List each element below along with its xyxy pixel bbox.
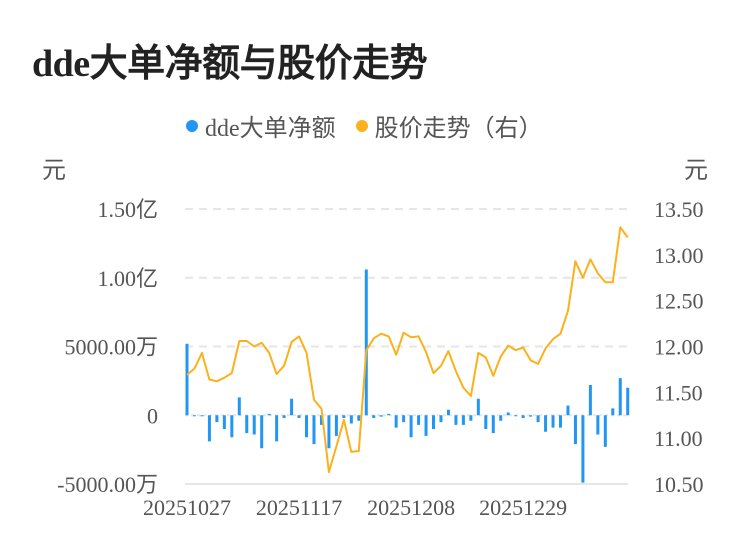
- dde-bar[interactable]: [275, 415, 279, 442]
- dde-bar[interactable]: [476, 398, 480, 416]
- dde-bar[interactable]: [521, 415, 525, 418]
- right-tick-label: 12.00: [654, 335, 704, 360]
- legend: dde大单净额 股价走势（右）: [186, 108, 563, 143]
- dde-bar[interactable]: [529, 415, 533, 417]
- right-tick-label: 13.00: [654, 243, 704, 268]
- dde-bar[interactable]: [551, 415, 555, 428]
- x-tick-label: 20251208: [367, 495, 455, 520]
- dde-bar[interactable]: [514, 415, 518, 417]
- dde-bar[interactable]: [222, 415, 226, 429]
- dde-bar[interactable]: [573, 415, 577, 445]
- x-tick-label: 20251027: [143, 495, 231, 520]
- dde-bar[interactable]: [282, 415, 286, 418]
- price-line[interactable]: [186, 226, 629, 474]
- dde-bar[interactable]: [327, 415, 331, 449]
- dde-bar[interactable]: [596, 415, 600, 435]
- dde-bar[interactable]: [312, 415, 316, 445]
- dde-bar[interactable]: [588, 385, 592, 416]
- dde-bar[interactable]: [506, 412, 510, 416]
- dde-bar[interactable]: [237, 397, 241, 416]
- dde-bar[interactable]: [626, 387, 630, 416]
- dde-bar[interactable]: [334, 415, 338, 436]
- dde-bar[interactable]: [372, 415, 376, 418]
- right-tick-label: 13.50: [654, 197, 704, 222]
- right-axis-unit: 元: [684, 158, 708, 184]
- dde-bar[interactable]: [305, 415, 309, 438]
- dde-bar[interactable]: [379, 415, 383, 417]
- dde-bar[interactable]: [544, 415, 548, 432]
- dde-bar[interactable]: [252, 415, 256, 435]
- legend-dot-icon: [186, 119, 198, 132]
- chart-title: dde大单净额与股价走势: [32, 43, 428, 85]
- dde-bar[interactable]: [611, 408, 615, 416]
- dde-bar[interactable]: [417, 415, 421, 425]
- dde-bar[interactable]: [357, 415, 361, 421]
- left-tick-label: 5000.00万: [64, 335, 158, 360]
- dde-bar[interactable]: [454, 415, 458, 425]
- dde-bar[interactable]: [290, 398, 294, 416]
- dde-bar[interactable]: [267, 413, 271, 416]
- dde-bar[interactable]: [424, 415, 428, 436]
- right-tick-label: 11.50: [654, 380, 703, 405]
- x-tick-label: 20251229: [479, 495, 567, 520]
- dde-bar[interactable]: [499, 415, 503, 421]
- legend-label: dde大单净额: [205, 116, 336, 142]
- dde-bar[interactable]: [297, 415, 301, 418]
- dde-bar[interactable]: [319, 415, 323, 425]
- dde-bar[interactable]: [192, 415, 196, 417]
- dde-bar[interactable]: [581, 415, 585, 483]
- dde-bar[interactable]: [245, 415, 249, 434]
- dde-bar[interactable]: [200, 415, 204, 417]
- dde-bar[interactable]: [394, 415, 398, 428]
- dde-bar[interactable]: [536, 415, 540, 423]
- dde-bar[interactable]: [432, 415, 436, 429]
- dde-bar[interactable]: [439, 415, 443, 423]
- dde-bar[interactable]: [446, 409, 450, 416]
- left-axis-unit: 元: [42, 158, 66, 184]
- right-tick-label: 11.00: [654, 426, 703, 451]
- left-tick-label: 0: [147, 403, 158, 428]
- dde-bar[interactable]: [364, 269, 368, 416]
- legend-dot-icon: [355, 119, 368, 132]
- dde-bar[interactable]: [461, 415, 465, 425]
- dde-bar[interactable]: [409, 415, 413, 438]
- legend-item-dde[interactable]: dde大单净额: [186, 108, 336, 143]
- dde-bar[interactable]: [603, 415, 607, 447]
- right-tick-label: 12.50: [654, 289, 704, 314]
- dde-bar[interactable]: [469, 415, 473, 421]
- dde-bar[interactable]: [207, 415, 211, 442]
- dde-bar[interactable]: [260, 415, 264, 449]
- dde-bar[interactable]: [349, 415, 353, 424]
- legend-item-price[interactable]: 股价走势（右）: [355, 108, 543, 143]
- legend-label: 股价走势（右）: [374, 116, 543, 142]
- dde-bar[interactable]: [215, 415, 219, 423]
- dde-bar[interactable]: [230, 415, 234, 438]
- left-tick-label: 1.00亿: [97, 266, 158, 291]
- dde-bar[interactable]: [387, 413, 391, 416]
- dde-bar[interactable]: [566, 405, 570, 416]
- left-tick-label: 1.50亿: [97, 197, 158, 222]
- left-tick-label: -5000.00万: [57, 472, 158, 497]
- dde-bar[interactable]: [559, 415, 562, 428]
- dde-bar[interactable]: [402, 415, 406, 423]
- dde-bar[interactable]: [484, 415, 488, 429]
- x-tick-label: 20251117: [256, 495, 342, 520]
- dde-bar[interactable]: [618, 378, 622, 416]
- dde-bar[interactable]: [185, 343, 189, 416]
- dde-bar[interactable]: [342, 415, 346, 418]
- right-tick-label: 10.50: [654, 472, 704, 497]
- dde-bar[interactable]: [491, 415, 495, 434]
